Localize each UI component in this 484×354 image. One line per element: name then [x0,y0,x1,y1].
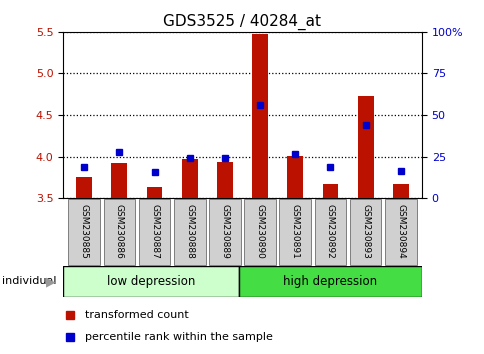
Text: GDS3525 / 40284_at: GDS3525 / 40284_at [163,14,321,30]
FancyBboxPatch shape [68,199,100,265]
FancyBboxPatch shape [239,266,421,297]
FancyBboxPatch shape [244,199,275,265]
Bar [76,177,92,198]
Bar [252,34,268,198]
Bar [111,163,127,198]
FancyBboxPatch shape [349,199,381,265]
Bar [287,156,302,198]
FancyBboxPatch shape [174,199,205,265]
FancyBboxPatch shape [103,199,135,265]
Text: percentile rank within the sample: percentile rank within the sample [84,332,272,342]
Bar [392,184,408,198]
Bar [357,96,373,198]
Text: GSM230891: GSM230891 [290,204,299,259]
Text: GSM230885: GSM230885 [79,204,89,259]
Text: GSM230892: GSM230892 [325,205,334,259]
Bar [146,187,162,198]
Bar [216,162,232,198]
FancyBboxPatch shape [384,199,416,265]
Text: GSM230894: GSM230894 [395,205,405,259]
Text: GSM230887: GSM230887 [150,204,159,259]
FancyBboxPatch shape [279,199,310,265]
Bar [322,184,338,198]
FancyBboxPatch shape [314,199,346,265]
FancyBboxPatch shape [63,266,239,297]
FancyBboxPatch shape [138,199,170,265]
Text: individual: individual [2,276,57,286]
Text: GSM230888: GSM230888 [185,204,194,259]
Text: GSM230890: GSM230890 [255,204,264,259]
Text: low depression: low depression [106,275,195,288]
FancyBboxPatch shape [209,199,240,265]
Text: GSM230893: GSM230893 [361,204,369,259]
Text: transformed count: transformed count [84,310,188,320]
Bar [182,159,197,198]
Text: ▶: ▶ [46,275,56,288]
Text: GSM230889: GSM230889 [220,204,229,259]
Text: GSM230886: GSM230886 [115,204,123,259]
Text: high depression: high depression [283,275,377,288]
